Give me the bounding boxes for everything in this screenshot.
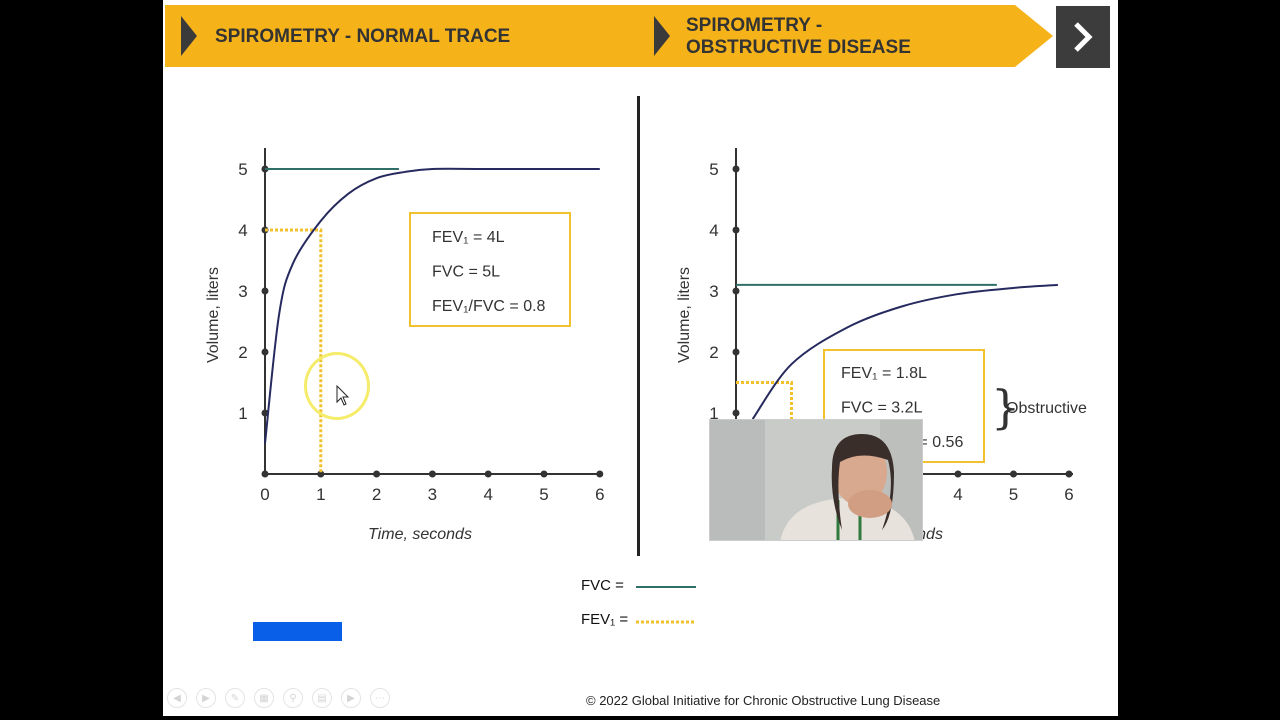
slide-toolbar: ◀ ▶ ✎ ▦ ⚲ ▤ ▶ ⋯ — [167, 688, 390, 708]
x-tick-label: 1 — [316, 485, 325, 504]
x-tick-dot — [484, 470, 492, 478]
pen-icon[interactable]: ✎ — [225, 688, 245, 708]
right-header-title-line1: SPIROMETRY - — [686, 15, 823, 36]
presenter-webcam — [709, 419, 923, 541]
y-tick-label: 5 — [709, 160, 718, 179]
annotation-text: FEV₁ = 1.8L — [841, 365, 927, 382]
x-tick-dot — [261, 470, 269, 478]
bracket-label: Obstructive — [1006, 400, 1087, 417]
slides-icon[interactable]: ▦ — [254, 688, 274, 708]
more-icon[interactable]: ⋯ — [370, 688, 390, 708]
x-tick-label: 3 — [428, 485, 437, 504]
y-tick-dot — [732, 348, 740, 356]
x-tick-dot — [954, 470, 962, 478]
title-banner — [165, 5, 1053, 67]
subtitles-icon[interactable]: ▤ — [312, 688, 332, 708]
bracket-icon: } — [991, 380, 1020, 434]
annotation-text: FEV₁/FVC = 0.8 — [432, 298, 546, 315]
x-tick-label: 6 — [1064, 485, 1073, 504]
fev1-dashed-marker — [265, 228, 323, 474]
y-tick-label: 5 — [238, 160, 247, 179]
cursor-highlight — [304, 352, 370, 420]
x-tick-dot — [317, 470, 325, 478]
x-axis-label: Time, seconds — [368, 526, 472, 543]
y-tick-dot — [261, 348, 269, 356]
chart-panel-1 — [261, 148, 604, 478]
x-tick-label: 5 — [1009, 485, 1018, 504]
copyright-footer: © 2022 Global Initiative for Chronic Obs… — [586, 693, 941, 708]
y-tick-label: 4 — [238, 221, 247, 240]
mouse-pointer-icon — [336, 385, 350, 406]
y-axis-label: Volume, liters — [205, 267, 222, 363]
x-tick-dot — [428, 470, 436, 478]
x-tick-dot — [540, 470, 548, 478]
x-tick-label: 5 — [539, 485, 548, 504]
right-header-title-line2: OBSTRUCTIVE DISEASE — [686, 37, 911, 58]
y-tick-dot — [732, 287, 740, 295]
y-tick-label: 3 — [238, 282, 247, 301]
chevron-right-icon — [1074, 22, 1093, 52]
y-tick-dot — [261, 287, 269, 295]
y-axis-label: Volume, liters — [676, 267, 693, 363]
annotation-text: FVC = 3.2L — [841, 400, 922, 417]
x-tick-dot — [1065, 470, 1073, 478]
y-tick-label: 1 — [709, 404, 718, 423]
left-header-arrow-icon — [181, 16, 197, 56]
y-tick-dot — [732, 409, 740, 417]
zoom-icon[interactable]: ⚲ — [283, 688, 303, 708]
y-tick-dot — [261, 409, 269, 417]
x-tick-label: 4 — [953, 485, 962, 504]
x-tick-dot — [373, 470, 381, 478]
x-tick-dot — [1010, 470, 1017, 478]
x-tick-label: 2 — [372, 485, 381, 504]
presenter-video-icon — [710, 420, 922, 540]
y-tick-label: 2 — [709, 343, 718, 362]
legend-fev1-swatch — [636, 620, 696, 624]
x-tick-label: 4 — [483, 485, 492, 504]
y-tick-label: 2 — [238, 343, 247, 362]
x-tick-dot — [596, 470, 604, 478]
right-header-arrow-icon — [654, 16, 670, 56]
blue-rectangle — [253, 622, 342, 641]
previous-icon[interactable]: ◀ — [167, 688, 187, 708]
legend-fvc-swatch — [636, 586, 696, 588]
next-icon[interactable]: ▶ — [196, 688, 216, 708]
spirometry-charts: 0 1 2 3 4 5 6 1 2 3 4 5 Time, seconds Volume, liters F… — [205, 148, 1087, 543]
x-tick-label: 6 — [595, 485, 604, 504]
panel-divider — [637, 96, 640, 556]
x-tick-label: 0 — [260, 485, 269, 504]
legend-fev1-label: FEV₁ = — [581, 611, 629, 628]
presentation-slide: SPIROMETRY - NORMAL TRACE SPIROMETRY - O… — [163, 0, 1118, 716]
volume-curve — [264, 167, 600, 444]
y-tick-label: 3 — [709, 282, 718, 301]
next-slide-button[interactable] — [1056, 6, 1110, 68]
y-tick-label: 1 — [238, 404, 247, 423]
legend-fvc-label: FVC = — [581, 577, 624, 594]
y-tick-dot — [732, 165, 740, 173]
annotation-box — [409, 212, 571, 327]
annotation-text: FVC = 5L — [432, 264, 500, 281]
y-tick-label: 4 — [709, 221, 718, 240]
y-tick-dot — [732, 226, 740, 234]
banner-shape — [165, 5, 1053, 67]
video-icon[interactable]: ▶ — [341, 688, 361, 708]
left-header-title: SPIROMETRY - NORMAL TRACE — [215, 26, 511, 47]
volume-curve — [751, 283, 1058, 420]
annotation-text: FEV₁ = 4L — [432, 229, 505, 246]
